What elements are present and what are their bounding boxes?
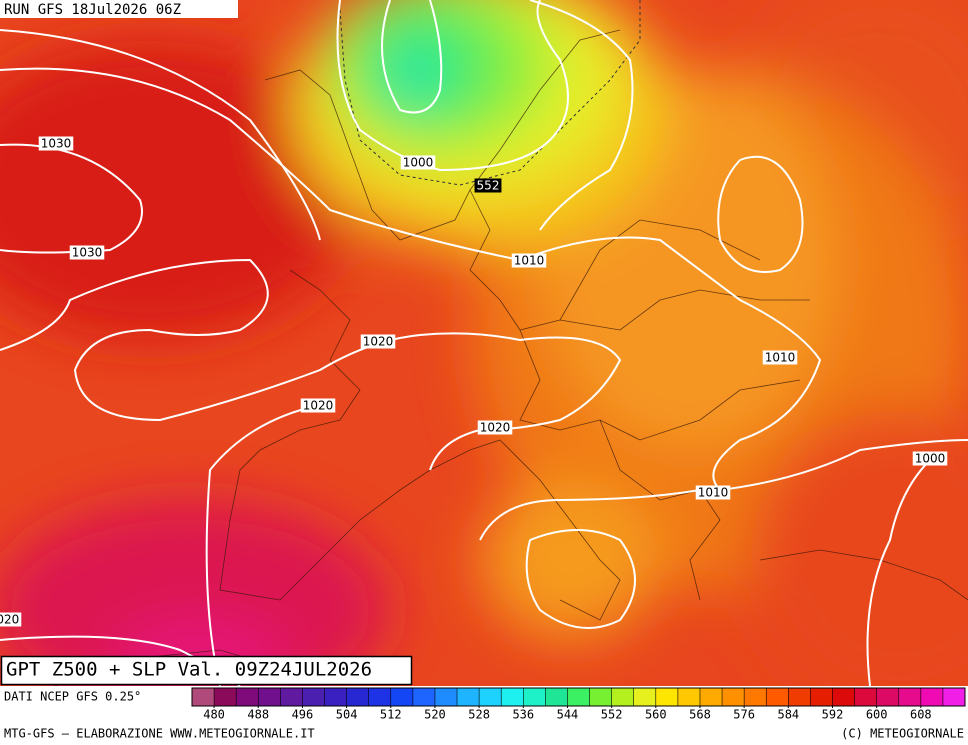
colorbar-tick-label: 528 [468,708,490,722]
contour-label: 1010 [695,485,731,500]
colorbar-swatch [236,688,259,706]
colorbar-swatch [920,688,944,706]
colorbar-swatch [501,688,524,706]
contour-label-box [511,253,547,268]
colorbar-tick-label: 536 [512,708,534,722]
map [0,0,968,686]
contour-label: 1010 [762,350,798,365]
colorbar-swatch [545,688,568,706]
colorbar-tick-label: 480 [203,708,225,722]
contour-label: 1030 [69,245,105,260]
colorbar-swatch [457,688,480,706]
colorbar-swatch [434,688,458,706]
colorbar-swatch [766,688,789,706]
colorbar-swatch [810,688,833,706]
map-title: GPT Z500 + SLP Val. 09Z24JUL2026 [6,659,372,681]
contour-label-text: 1030 [72,246,103,260]
contour-label-box [38,136,74,151]
contour-label-text: 1000 [915,452,946,466]
colorbar-tick-label: 608 [910,708,932,722]
colorbar-swatch [346,688,369,706]
contour-label: 552 [474,178,502,193]
colorbar-swatch [192,688,215,706]
colorbar-frame [191,687,966,707]
colorbar-swatch [876,688,900,706]
run-label: RUN GFS 18Jul2026 06Z [4,2,181,18]
colorbar-swatch [655,688,679,706]
colorbar-swatch [479,688,502,706]
colorbar-swatch [280,688,303,706]
colorbar-swatch [832,688,855,706]
colorbar-tick-label: 544 [557,708,579,722]
contour-label-text: 1020 [303,399,334,413]
contour-label-text: 1000 [403,156,434,170]
colorbar-tick-label: 520 [424,708,446,722]
z500-contour [339,0,641,186]
colorbar-swatch [589,688,612,706]
colorbar-swatch [302,688,325,706]
contour-label: 1020 [300,398,336,413]
contour-label: 1000 [912,451,948,466]
run-box [0,0,238,18]
contour-label-box [360,334,396,349]
contour-label-text: 1010 [765,351,796,365]
colorbar-swatch [567,688,590,706]
colorbar-swatch [258,688,281,706]
contour-label: 1020 [360,334,396,349]
colorbar-tick-label: 512 [380,708,402,722]
contour-label-box [912,451,948,466]
colorbar-tick-label: 560 [645,708,667,722]
colorbar-swatch [633,688,657,706]
contour-label-box [300,398,336,413]
contour-label-box [695,485,731,500]
colorbar-tick-label: 552 [601,708,623,722]
data-source: DATI NCEP GFS 0.25° [4,690,141,704]
colorbar-tick-label: 584 [777,708,799,722]
colorbar-tick-label: 592 [822,708,844,722]
contour-label-box [69,245,105,260]
contour-label-text: 1020 [0,613,19,627]
contour-label: 1020 [477,420,513,435]
colorbar-tick-label: 496 [292,708,314,722]
colorbar-swatch [788,688,811,706]
colorbar-swatch [523,688,546,706]
contour-label-box [0,612,22,627]
colorbar-swatch [942,688,966,706]
contour-label-text: 1010 [514,254,545,268]
colorbar-swatch [722,688,745,706]
colorbar-swatch [744,688,767,706]
contour-label: 1030 [38,136,74,151]
colorbar-swatch [214,688,237,706]
contour-label-text: 1020 [480,421,511,435]
colorbar-swatch [854,688,877,706]
colorbar-swatch [412,688,436,706]
contour-label-box [762,350,798,365]
contour-label: 1010 [511,253,547,268]
contour-label: 1020 [0,612,22,627]
colorbar-swatch [898,688,922,706]
contour-label: 1000 [400,155,436,170]
credit: MTG-GFS — ELABORAZIONE WWW.METEOGIORNALE… [4,727,315,741]
colorbar-tick-label: 488 [247,708,269,722]
contour-label-text: 1020 [363,335,394,349]
colorbar-tick-label: 576 [733,708,755,722]
copyright: (C) METEOGIORNALE [841,727,964,741]
contour-label-box [477,420,513,435]
contour-label-box [474,178,502,193]
colorbar-swatch [677,688,701,706]
colorbar-swatch [368,688,392,706]
contour-label-box [400,155,436,170]
colorbar-swatch [611,688,635,706]
colorbar-tick-label: 568 [689,708,711,722]
colorbar-swatch [324,688,347,706]
contour-label-text: 552 [477,179,500,193]
contour-label-text: 1030 [41,137,72,151]
colorbar-tick-label: 504 [336,708,358,722]
colorbar-swatch [390,688,414,706]
contour-label-text: 1010 [698,486,729,500]
title-box [0,655,413,686]
colorbar-tick-label: 600 [866,708,888,722]
colorbar-swatch [699,688,723,706]
